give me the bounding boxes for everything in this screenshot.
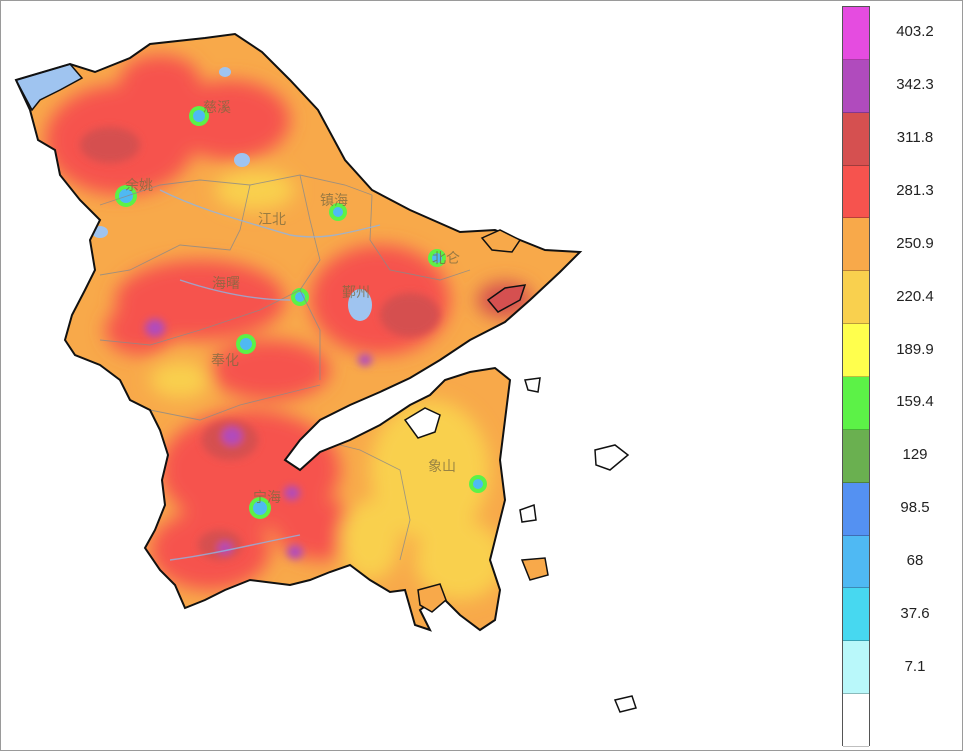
label-cixi: 慈溪 [203, 100, 231, 116]
legend-swatch [843, 429, 869, 483]
legend-swatch [843, 641, 869, 695]
label-jiangbei: 江北 [258, 212, 286, 228]
legend-swatch [843, 588, 869, 642]
label-haishu: 海曙 [212, 276, 240, 292]
legend-tick-label: 7.1 [904, 657, 926, 675]
islands [403, 229, 637, 713]
label-fenghua: 奉化 [211, 353, 239, 369]
legend-swatch [843, 377, 869, 430]
legend-tick-label: 311.8 [896, 129, 934, 147]
rainfall-map: 慈溪 余姚 江北 镇海 北仑 海曙 鄞州 奉化 象山 宁海 [14, 32, 637, 713]
legend-swatch [843, 7, 869, 60]
legend-tick-label: 98.5 [900, 499, 930, 517]
legend-tick-label: 189.9 [896, 340, 934, 358]
rainfall-field [45, 55, 533, 600]
label-zhenhai: 镇海 [320, 193, 348, 209]
legend-tick-label: 220.4 [896, 287, 934, 305]
legend-tick-label: 68 [906, 552, 924, 569]
label-yinzhou: 鄞州 [342, 285, 370, 301]
legend-swatch [843, 112, 869, 166]
legend-swatch [843, 59, 869, 113]
legend-tick-label: 250.9 [896, 234, 934, 252]
label-beilun: 北仑 [432, 251, 460, 267]
legend-tick-label: 37.6 [900, 604, 930, 622]
legend-swatch [843, 271, 869, 325]
legend-swatch [843, 694, 869, 747]
legend-swatch [843, 218, 869, 272]
legend-swatch [843, 535, 869, 589]
legend-swatch [843, 324, 869, 377]
legend-tick-label: 129 [902, 446, 928, 464]
place-labels: 慈溪 余姚 江北 镇海 北仑 海曙 鄞州 奉化 象山 宁海 [125, 100, 460, 506]
label-xiangshan: 象山 [428, 459, 456, 475]
legend-colorbar [842, 6, 870, 747]
legend-tick-label: 281.3 [896, 182, 934, 199]
label-yuyao: 余姚 [125, 177, 153, 194]
label-ninghai: 宁海 [253, 489, 281, 506]
legend-swatch [843, 482, 869, 536]
legend-tick-label: 159.4 [896, 393, 934, 411]
legend-tick-label: 403.2 [896, 23, 934, 41]
legend-tick-label: 342.3 [896, 76, 934, 94]
legend-swatch [843, 165, 869, 219]
